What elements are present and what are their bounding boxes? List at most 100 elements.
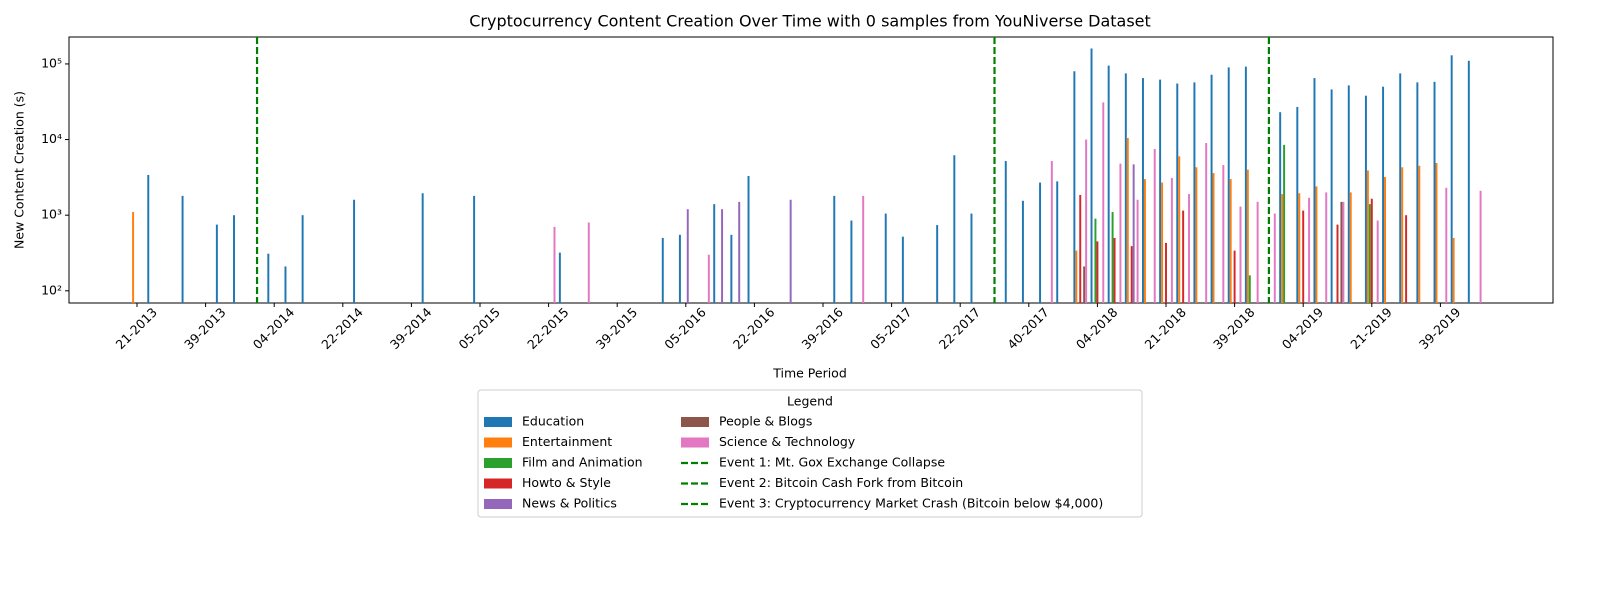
bar	[1244, 66, 1247, 303]
x-tick-label: 05-2017	[867, 305, 915, 353]
bar	[1161, 182, 1164, 303]
x-tick-label: 39-2014	[387, 304, 435, 352]
x-tick-label: 39-2018	[1210, 304, 1258, 352]
bar	[1107, 65, 1110, 303]
bar	[1452, 237, 1455, 303]
bar	[970, 213, 973, 303]
bar	[1418, 165, 1421, 303]
bar	[132, 212, 135, 303]
bar	[713, 204, 716, 303]
bar	[850, 220, 853, 303]
y-tick-label: 10⁵	[41, 55, 62, 70]
bar	[1085, 139, 1088, 303]
bar	[1336, 224, 1339, 303]
bar	[1382, 86, 1385, 303]
legend-label: Event 3: Cryptocurrency Market Crash (Bi…	[719, 496, 1103, 511]
bar	[1021, 200, 1024, 303]
bar	[1229, 179, 1232, 303]
legend-label: Science & Technology	[719, 434, 856, 449]
bar	[553, 226, 556, 303]
chart-title: Cryptocurrency Content Creation Over Tim…	[469, 12, 1151, 31]
legend-label: Howto & Style	[522, 475, 611, 490]
bar	[1384, 176, 1387, 303]
legend-swatch	[484, 478, 512, 489]
x-tick-label: 21-2019	[1347, 304, 1395, 352]
x-tick-label: 21-2018	[1142, 304, 1190, 352]
bar	[1119, 163, 1122, 303]
bar	[1233, 250, 1236, 303]
bar	[1126, 137, 1129, 303]
bar	[1283, 144, 1286, 303]
bar	[1195, 167, 1198, 303]
bar	[1467, 60, 1470, 303]
bar	[1083, 266, 1086, 303]
bar	[301, 215, 304, 303]
bar	[738, 201, 741, 303]
legend-label: Event 1: Mt. Gox Exchange Collapse	[719, 455, 945, 470]
bar	[1004, 161, 1007, 303]
legend-swatch	[681, 437, 709, 448]
legend-label: Film and Animation	[522, 455, 643, 470]
bar	[789, 199, 792, 303]
bar	[1433, 81, 1436, 303]
bar	[1347, 85, 1350, 303]
bar	[1342, 201, 1345, 303]
x-tick-label: 39-2016	[799, 304, 847, 352]
bar	[1281, 194, 1284, 303]
legend-box	[477, 389, 1143, 518]
bar	[1313, 78, 1316, 303]
y-tick-label: 10²	[41, 282, 62, 297]
bar	[1279, 112, 1282, 304]
bar	[1302, 210, 1305, 303]
legend-swatch	[484, 499, 512, 509]
x-tick-label: 04-2019	[1279, 304, 1327, 352]
bar	[1205, 143, 1208, 303]
bar	[747, 175, 750, 303]
bar	[1094, 218, 1097, 303]
x-tick-label: 04-2014	[250, 304, 298, 352]
legend-swatch	[484, 458, 512, 468]
legend-swatch	[681, 417, 709, 427]
bar	[1210, 74, 1213, 303]
bar	[1239, 206, 1242, 303]
bar	[1075, 250, 1078, 303]
x-tick-label: 05-2015	[456, 305, 504, 353]
bar	[1073, 71, 1076, 304]
bar	[1399, 73, 1402, 304]
legend-label: Event 2: Bitcoin Cash Fork from Bitcoin	[719, 475, 963, 490]
bar	[862, 195, 865, 303]
bar	[558, 252, 561, 303]
bar	[1136, 199, 1139, 303]
bar	[1222, 165, 1225, 303]
bar	[1246, 169, 1249, 303]
bar	[1330, 89, 1333, 303]
bar	[1124, 73, 1127, 304]
bar	[1113, 237, 1116, 303]
bar	[1376, 220, 1379, 303]
bar	[1445, 187, 1448, 303]
legend-swatch	[484, 437, 512, 448]
x-tick-label: 39-2015	[593, 305, 641, 353]
bar	[1368, 204, 1371, 303]
bar	[181, 195, 184, 303]
x-axis-label: Time Period	[772, 366, 847, 381]
bar	[1315, 186, 1318, 303]
bar	[1188, 194, 1191, 303]
bar	[1176, 83, 1179, 303]
x-tick-label: 39-2019	[1416, 304, 1464, 352]
x-tick-label: 22-2014	[318, 304, 366, 352]
bar	[1056, 181, 1059, 303]
bar	[587, 222, 590, 303]
x-tick-label: 04-2018	[1073, 304, 1121, 352]
bar	[1256, 201, 1259, 303]
bar	[953, 155, 956, 303]
x-tick-label: 39-2013	[181, 305, 229, 353]
x-tick-label: 22-2016	[730, 304, 778, 352]
x-tick-label: 21-2013	[113, 305, 161, 353]
legend-title: Legend	[787, 394, 833, 409]
plot-frame	[68, 36, 1554, 304]
y-tick-label: 10⁴	[41, 131, 62, 146]
bar	[1298, 193, 1301, 303]
bar	[1153, 149, 1156, 303]
